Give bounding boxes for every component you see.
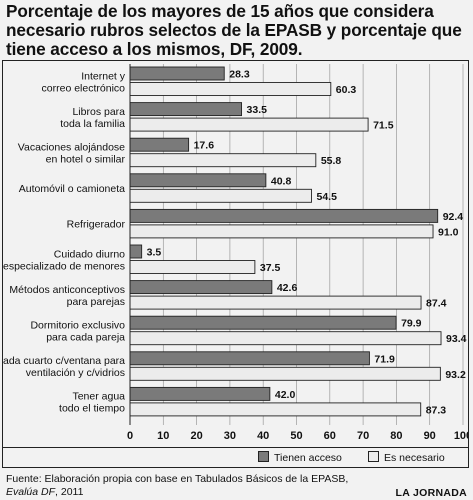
- bar-value-label: 28.3: [229, 69, 250, 81]
- bar-value-label: 42.0: [275, 389, 296, 401]
- category-label: Automóvil o camioneta: [19, 183, 125, 195]
- bar-value-label: 71.9: [374, 353, 395, 365]
- bar: [129, 366, 441, 381]
- bar: [129, 244, 143, 259]
- bar: [129, 331, 442, 346]
- x-tick-label: 60: [324, 430, 336, 442]
- bar-value-label: 40.8: [271, 175, 292, 187]
- category-label: Vacaciones alojándose: [18, 141, 125, 153]
- category-label: para cada pareja: [46, 331, 125, 343]
- legend-swatch-acceso: [258, 451, 269, 462]
- title-line-3: tiene acceso a los mismos, DF, 2009.: [6, 39, 303, 59]
- category-label: ventilación y c/vidrios: [26, 367, 125, 379]
- x-tick-label: 20: [190, 430, 202, 442]
- bar-value-label: 3.5: [147, 247, 162, 259]
- x-tick-label: 30: [224, 430, 236, 442]
- source-line-2: Evalúa DF, 2011: [6, 486, 366, 499]
- bar: [129, 386, 271, 401]
- category-label: Métodos anticonceptivos: [9, 284, 125, 296]
- category-label: en hotel o similar: [46, 153, 126, 165]
- x-tick-label: 40: [257, 430, 269, 442]
- bar: [129, 173, 267, 188]
- x-tick-label: 90: [424, 430, 436, 442]
- chart-frame: 28.3 60.3 Internet y correo electrónico 33.5…: [2, 60, 469, 448]
- x-tick-label: 80: [390, 430, 402, 442]
- category-label: Libros para: [72, 106, 125, 118]
- bar-value-label: 60.3: [336, 84, 357, 96]
- category-label: toda la familia: [60, 118, 125, 130]
- legend-item-necesario: Es necesario: [368, 451, 445, 464]
- category-label: correo electrónico: [42, 82, 126, 94]
- bar-value-label: 79.9: [401, 318, 422, 330]
- x-tick-label: 0: [127, 430, 133, 442]
- bar-value-label: 71.5: [373, 120, 394, 132]
- bar: [129, 315, 397, 330]
- bar: [129, 260, 256, 274]
- category-label: todo el tiempo: [59, 403, 125, 415]
- title-line-1: Porcentaje de los mayores de 15 años que…: [6, 1, 434, 21]
- legend-item-acceso: Tienen acceso: [258, 451, 342, 464]
- x-tick-label: 70: [357, 430, 369, 442]
- category-label: Refrigerador: [67, 219, 126, 231]
- legend-label-necesario: Es necesario: [384, 452, 445, 464]
- bar-value-label: 37.5: [260, 262, 281, 274]
- bar-value-label: 87.3: [426, 404, 447, 416]
- bar-value-label: 33.5: [247, 104, 268, 116]
- bar: [129, 137, 190, 152]
- bar: [129, 82, 332, 96]
- category-label: especializado de menores: [3, 260, 125, 272]
- source-note: Fuente: Elaboración propia con base en T…: [6, 473, 366, 499]
- bar-value-label: 93.2: [445, 369, 466, 381]
- category-label: Internet y: [81, 70, 126, 82]
- source-line-1: Fuente: Elaboración propia con base en T…: [6, 473, 349, 485]
- bar: [129, 66, 225, 81]
- legend: Tienen acceso Es necesario: [2, 448, 469, 468]
- category-label: Dormitorio exclusivo: [30, 319, 125, 331]
- bar-value-label: 92.4: [443, 211, 464, 223]
- bar: [129, 153, 317, 168]
- bar-value-label: 17.6: [194, 140, 215, 152]
- bar: [129, 102, 243, 117]
- source-year: , 2011: [55, 486, 84, 498]
- bar-value-label: 91.0: [438, 226, 459, 238]
- bar-value-label: 93.4: [446, 333, 467, 345]
- x-tick-label: 100: [454, 430, 468, 442]
- legend-swatch-necesario: [368, 451, 379, 462]
- legend-label-acceso: Tienen acceso: [274, 452, 342, 464]
- bar-value-label: 55.8: [321, 155, 342, 167]
- category-label: para parejas: [67, 296, 125, 308]
- category-label: Tener agua: [72, 391, 125, 403]
- chart-title: Porcentaje de los mayores de 15 años que…: [6, 2, 468, 59]
- bar: [129, 402, 422, 417]
- bar-value-label: 42.6: [277, 282, 298, 294]
- bar-value-label: 54.5: [316, 191, 337, 203]
- bar: [129, 208, 439, 223]
- category-label: Cada cuarto c/ventana para: [3, 355, 125, 367]
- source-publication: Evalúa DF: [6, 486, 56, 498]
- bar-value-label: 87.4: [426, 298, 447, 310]
- category-label: Cuidado diurno: [54, 248, 125, 260]
- bar: [129, 280, 273, 295]
- bar: [129, 351, 370, 366]
- bar: [129, 295, 422, 310]
- bar: [129, 188, 312, 203]
- x-tick-label: 50: [290, 430, 302, 442]
- bar: [129, 117, 369, 132]
- title-line-2: necesario rubros selectos de la EPASB y …: [6, 20, 462, 40]
- bar: [129, 224, 434, 239]
- credit-label: LA JORNADA: [395, 487, 467, 499]
- x-tick-label: 10: [157, 430, 169, 442]
